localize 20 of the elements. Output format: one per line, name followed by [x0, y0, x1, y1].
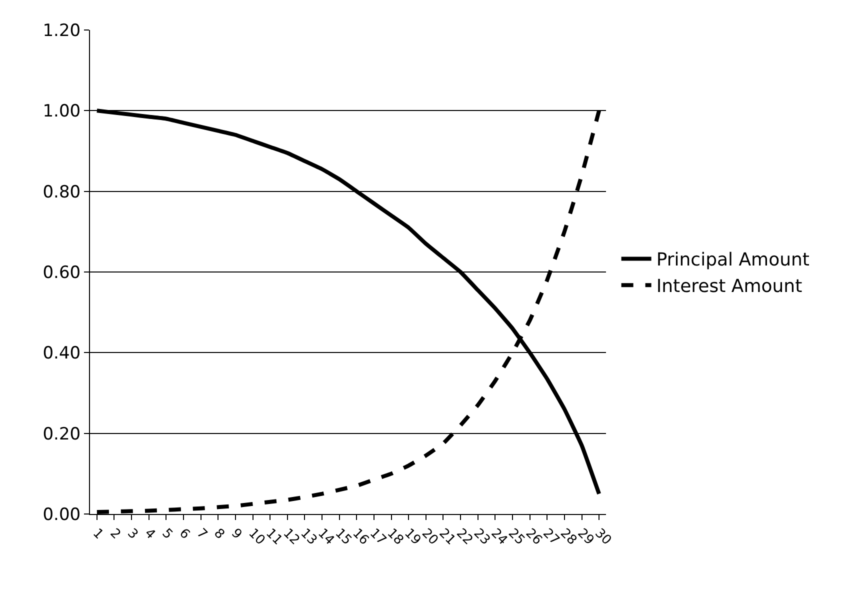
y-tick-label: 0.20 — [42, 424, 81, 444]
y-tick-label: 0.00 — [42, 504, 81, 525]
y-tick-label: 0.60 — [42, 262, 81, 283]
legend-label: Interest Amount — [656, 276, 802, 298]
x-tick-label: 4 — [141, 526, 158, 542]
x-tick-label: 22 — [453, 526, 476, 548]
x-tick-label: 8 — [210, 526, 228, 542]
y-tick-label: 0.40 — [42, 344, 81, 364]
x-tick-label: 1 — [90, 526, 106, 542]
x-tick-label: 10 — [245, 526, 268, 548]
x-tick-label: 3 — [124, 526, 141, 542]
x-tick-label: 6 — [176, 526, 193, 542]
y-tick-label: 1.00 — [42, 102, 81, 122]
x-tick-label: 9 — [228, 526, 244, 542]
legend-label: Principal Amount — [656, 250, 810, 271]
x-tick-label: 2 — [106, 526, 124, 542]
y-tick-label: 0.80 — [42, 182, 81, 202]
y-tick-label: 1.20 — [42, 20, 81, 41]
x-tick-label: 5 — [158, 526, 176, 542]
x-tick-label: 7 — [193, 526, 210, 542]
